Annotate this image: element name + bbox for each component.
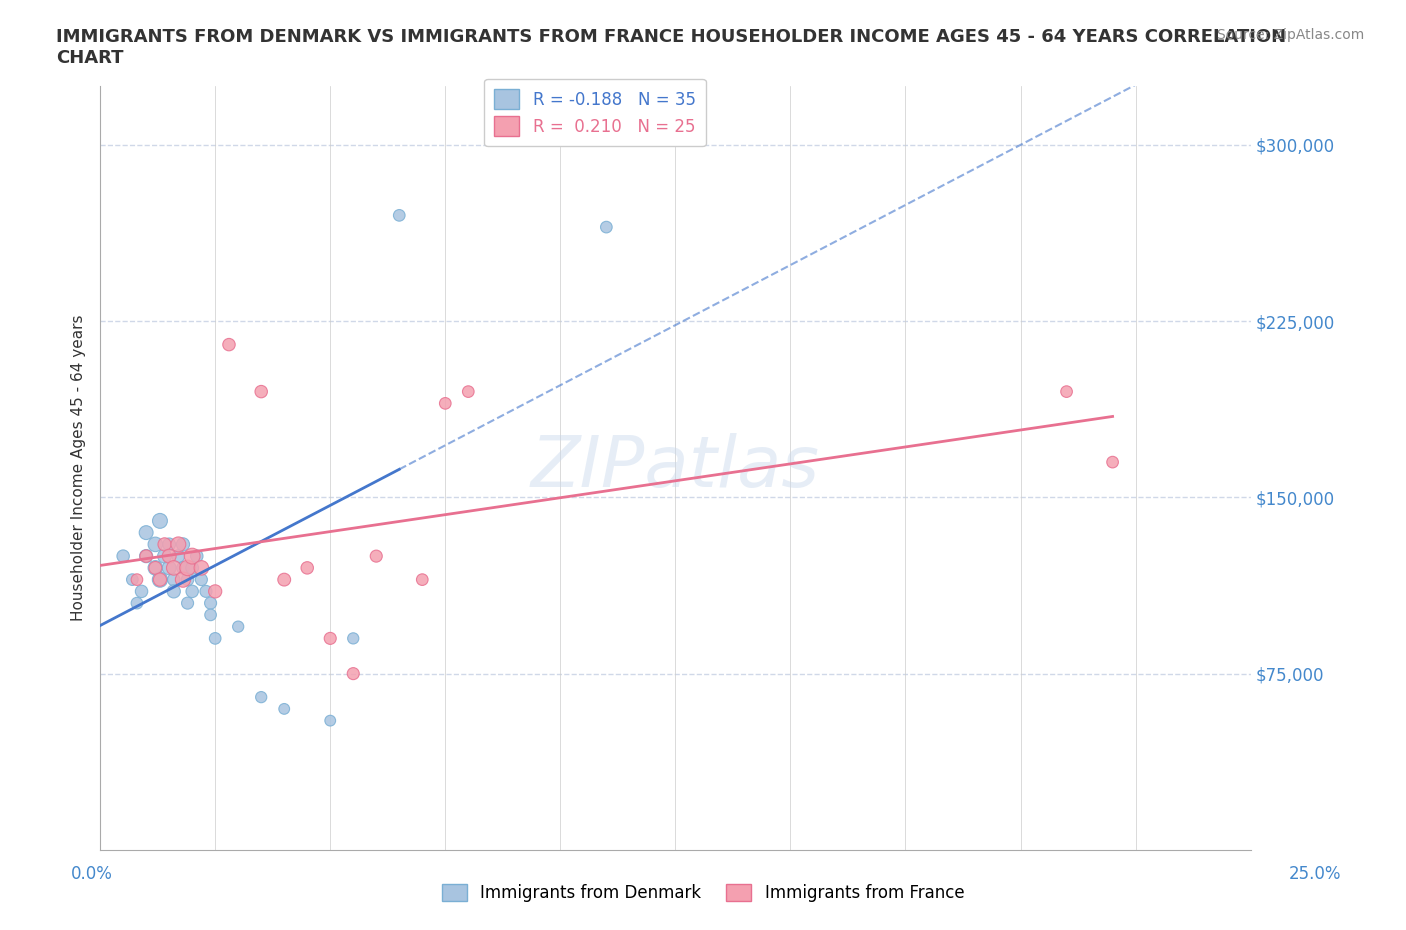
Point	[411, 572, 433, 587]
Point	[149, 513, 172, 528]
Point	[143, 537, 166, 551]
Text: IMMIGRANTS FROM DENMARK VS IMMIGRANTS FROM FRANCE HOUSEHOLDER INCOME AGES 45 - 6: IMMIGRANTS FROM DENMARK VS IMMIGRANTS FR…	[56, 28, 1286, 67]
Point	[167, 549, 190, 564]
Point	[297, 561, 319, 576]
Point	[595, 219, 617, 234]
Point	[125, 572, 148, 587]
Point	[250, 384, 273, 399]
Point	[131, 584, 153, 599]
Y-axis label: Householder Income Ages 45 - 64 years: Householder Income Ages 45 - 64 years	[72, 314, 86, 621]
Point	[176, 561, 198, 576]
Point	[190, 572, 212, 587]
Point	[366, 549, 388, 564]
Text: ZIPatlas: ZIPatlas	[531, 433, 820, 502]
Point	[125, 596, 148, 611]
Point	[149, 572, 172, 587]
Point	[181, 549, 204, 564]
Legend: Immigrants from Denmark, Immigrants from France: Immigrants from Denmark, Immigrants from…	[432, 874, 974, 912]
Point	[143, 561, 166, 576]
Point	[342, 631, 364, 645]
Point	[200, 596, 222, 611]
Point	[319, 631, 342, 645]
Point	[434, 396, 457, 411]
Point	[176, 572, 198, 587]
Point	[112, 549, 135, 564]
Point	[388, 208, 411, 223]
Point	[204, 584, 226, 599]
Text: 0.0%: 0.0%	[70, 865, 112, 883]
Point	[1101, 455, 1123, 470]
Point	[172, 537, 194, 551]
Legend: R = -0.188   N = 35, R =  0.210   N = 25: R = -0.188 N = 35, R = 0.210 N = 25	[484, 79, 706, 147]
Point	[157, 537, 180, 551]
Point	[157, 561, 180, 576]
Point	[172, 561, 194, 576]
Point	[135, 549, 157, 564]
Point	[457, 384, 479, 399]
Point	[200, 607, 222, 622]
Point	[163, 584, 186, 599]
Text: Source: ZipAtlas.com: Source: ZipAtlas.com	[1216, 28, 1364, 42]
Point	[273, 701, 295, 716]
Point	[163, 572, 186, 587]
Point	[218, 338, 240, 352]
Point	[167, 537, 190, 551]
Point	[190, 561, 212, 576]
Point	[250, 690, 273, 705]
Point	[135, 549, 157, 564]
Text: 25.0%: 25.0%	[1288, 865, 1341, 883]
Point	[163, 561, 186, 576]
Point	[153, 537, 176, 551]
Point	[204, 631, 226, 645]
Point	[143, 561, 166, 576]
Point	[342, 666, 364, 681]
Point	[194, 584, 217, 599]
Point	[172, 572, 194, 587]
Point	[181, 561, 204, 576]
Point	[181, 584, 204, 599]
Point	[319, 713, 342, 728]
Point	[186, 549, 208, 564]
Point	[121, 572, 143, 587]
Point	[153, 549, 176, 564]
Point	[226, 619, 249, 634]
Point	[149, 572, 172, 587]
Point	[176, 596, 198, 611]
Point	[1056, 384, 1078, 399]
Point	[273, 572, 295, 587]
Point	[135, 525, 157, 540]
Point	[157, 549, 180, 564]
